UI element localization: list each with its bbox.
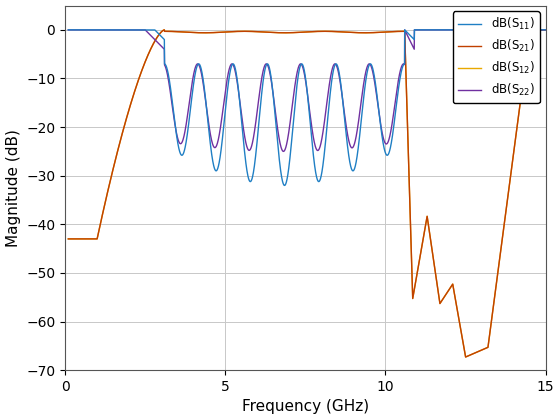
Line: dB(S$_{21}$): dB(S$_{21}$)	[68, 30, 545, 357]
dB(S$_{22}$)	[152, 37, 158, 42]
dB(S$_{11}$)	[542, 27, 549, 32]
dB(S$_{22}$)	[248, 146, 254, 151]
dB(S$_{22}$)	[421, 27, 428, 32]
dB(S$_{21}$)	[421, 228, 428, 234]
dB(S$_{21}$)	[248, 29, 254, 34]
dB(S$_{21}$)	[458, 327, 464, 332]
dB(S$_{22}$)	[351, 141, 358, 146]
dB(S$_{11}$)	[375, 108, 382, 113]
dB(S$_{21}$)	[542, 27, 549, 32]
dB(S$_{12}$)	[248, 29, 254, 34]
dB(S$_{12}$)	[458, 327, 464, 332]
dB(S$_{12}$)	[152, 38, 158, 43]
Legend: dB(S$_{11}$), dB(S$_{21}$), dB(S$_{12}$), dB(S$_{22}$): dB(S$_{11}$), dB(S$_{21}$), dB(S$_{12}$)…	[453, 11, 540, 103]
dB(S$_{21}$)	[462, 354, 469, 360]
dB(S$_{21}$)	[152, 38, 158, 43]
dB(S$_{22}$)	[375, 109, 382, 114]
dB(S$_{11}$)	[458, 27, 464, 32]
dB(S$_{22}$)	[65, 27, 72, 32]
dB(S$_{21}$)	[375, 30, 382, 35]
Line: dB(S$_{12}$): dB(S$_{12}$)	[68, 30, 545, 357]
dB(S$_{12}$)	[542, 27, 549, 32]
Line: dB(S$_{22}$): dB(S$_{22}$)	[68, 30, 545, 151]
dB(S$_{11}$)	[152, 28, 158, 33]
X-axis label: Frequency (GHz): Frequency (GHz)	[242, 399, 369, 415]
dB(S$_{11}$)	[351, 166, 358, 171]
dB(S$_{22}$)	[542, 27, 549, 32]
dB(S$_{12}$)	[375, 30, 382, 35]
dB(S$_{11}$)	[421, 27, 428, 32]
dB(S$_{11}$)	[248, 179, 254, 184]
dB(S$_{12}$)	[462, 354, 469, 360]
dB(S$_{12}$)	[351, 30, 358, 35]
dB(S$_{12}$)	[421, 228, 428, 234]
dB(S$_{11}$)	[281, 183, 288, 188]
dB(S$_{21}$)	[65, 236, 72, 241]
dB(S$_{12}$)	[65, 236, 72, 241]
dB(S$_{22}$)	[458, 27, 464, 32]
Line: dB(S$_{11}$): dB(S$_{11}$)	[68, 30, 545, 185]
dB(S$_{11}$)	[65, 27, 72, 32]
dB(S$_{21}$)	[351, 30, 358, 35]
dB(S$_{22}$)	[280, 149, 287, 154]
Y-axis label: Magnitude (dB): Magnitude (dB)	[6, 129, 21, 247]
